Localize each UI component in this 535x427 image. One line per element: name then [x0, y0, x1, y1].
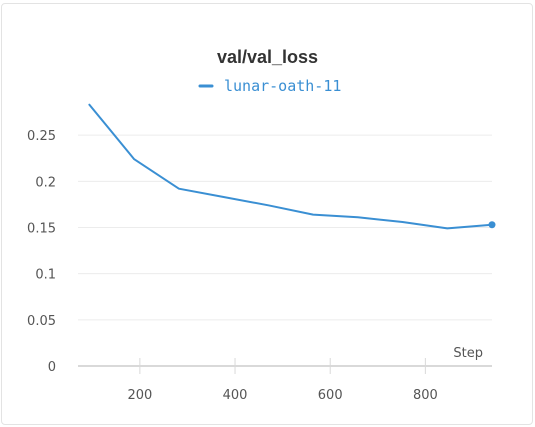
x-tick-label: 600: [318, 388, 343, 403]
series-end-marker: [488, 221, 496, 229]
series-line: [88, 103, 493, 230]
y-tick-label: 0.25: [27, 129, 56, 144]
x-tick-label: 200: [127, 388, 152, 403]
chart-panel: [1, 3, 533, 425]
y-tick-label: 0.2: [35, 175, 56, 190]
y-tick-label: 0.15: [27, 222, 56, 237]
series-layer: [88, 103, 496, 230]
y-tick-label: 0: [48, 360, 56, 375]
x-axis-title: Step: [453, 346, 483, 361]
y-tick-label: 0.05: [27, 314, 56, 329]
x-axis: 200 400 600 800 Step: [78, 346, 492, 403]
chart-title: val/val_loss: [216, 47, 319, 67]
x-tick-label: 400: [223, 388, 248, 403]
x-tick-label: 800: [413, 388, 438, 403]
y-tick-label: 0.1: [35, 268, 56, 283]
gridlines: 0 0.05 0.1 0.15 0.2 0.25: [27, 129, 492, 375]
legend[interactable]: lunar-oath-11: [198, 77, 341, 95]
legend-label: lunar-oath-11: [224, 77, 341, 95]
